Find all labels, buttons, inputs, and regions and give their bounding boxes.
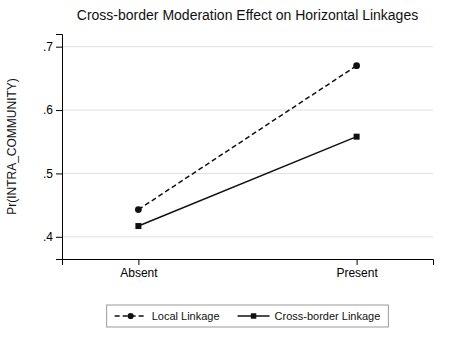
legend-item: Local Linkage <box>115 310 220 322</box>
chart: .4 .5 .6 .7 Absent Present Cross-border Modera… <box>0 0 453 339</box>
y-axis-title: Pr(INTRA_COMMUNITY) <box>5 78 19 215</box>
x-axis-line <box>63 260 434 266</box>
y-tick-label: .4 <box>43 230 53 244</box>
grid-line <box>62 236 433 237</box>
y-axis-line <box>56 35 63 260</box>
y-tick-mark <box>56 47 62 48</box>
legend: Local Linkage Cross-border Linkage <box>107 305 389 327</box>
series-line <box>138 137 356 226</box>
series-marker <box>354 134 360 140</box>
series-marker <box>135 206 142 213</box>
y-tick: .7 <box>43 40 62 54</box>
grid-line <box>62 110 433 111</box>
series-line <box>138 66 356 210</box>
x-tick-label: Present <box>336 266 378 280</box>
legend-marker <box>128 313 134 319</box>
x-tick-label: Absent <box>120 266 158 280</box>
series-marker <box>135 223 141 229</box>
plot: .4 .5 .6 .7 Absent Present <box>43 35 434 280</box>
series-marker <box>353 62 360 69</box>
x-tick-mark <box>138 259 139 265</box>
marks <box>135 62 360 229</box>
legend-marker <box>251 313 256 318</box>
x-axis: Absent Present <box>63 259 434 280</box>
y-axis: .4 .5 .6 .7 <box>43 35 63 260</box>
y-tick-mark <box>56 173 62 174</box>
title: Cross-border Moderation Effect on Horizo… <box>77 7 418 23</box>
x-tick: Absent <box>120 259 158 280</box>
grid-line <box>62 173 433 174</box>
x-tick-mark <box>357 259 358 265</box>
legend-label: Local Linkage <box>152 310 220 322</box>
y-tick: .6 <box>43 103 62 117</box>
y-tick-label: .7 <box>43 40 53 54</box>
y-tick-mark <box>56 237 62 238</box>
legend-frame <box>107 305 389 327</box>
grid <box>62 47 433 237</box>
x-tick: Present <box>336 259 378 280</box>
legend-item: Cross-border Linkage <box>238 310 381 322</box>
y-tick-label: .6 <box>43 103 53 117</box>
y-tick-mark <box>56 110 62 111</box>
y-tick: .5 <box>43 167 62 181</box>
grid-line <box>62 46 433 47</box>
y-tick: .4 <box>43 230 62 244</box>
y-tick-label: .5 <box>43 167 53 181</box>
legend-label: Cross-border Linkage <box>275 310 381 322</box>
